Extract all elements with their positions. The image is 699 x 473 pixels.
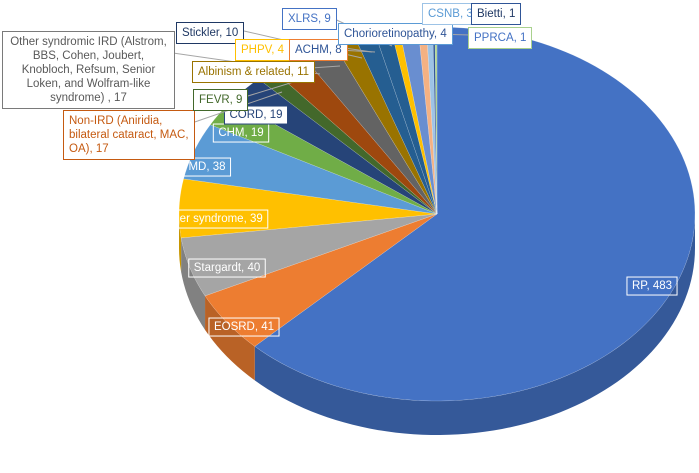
data-label-box-usher-syndrome: [153, 209, 269, 229]
pie-slice-stargardt: [180, 213, 438, 297]
label-albinism: Albinism & related, 11: [192, 61, 316, 83]
data-label-rp: RP, 483: [632, 280, 672, 292]
pie-slice-eosrd: [204, 213, 438, 347]
label-achm: ACHM, 8: [289, 39, 348, 61]
data-label-stargardt: Stargardt, 40: [194, 262, 260, 274]
label-xlrs: XLRS, 9: [282, 8, 337, 30]
data-label-chm: CHM, 19: [218, 127, 263, 139]
label-fevr: FEVR, 9: [193, 89, 249, 111]
data-label-usher-syndrome: Usher syndrome, 39: [159, 213, 263, 225]
data-label-cord: CORD, 19: [229, 109, 282, 121]
pie-slice-rp: [254, 26, 696, 402]
label-stickler: Stickler, 10: [176, 22, 245, 44]
label-bietti: Bietti, 1: [471, 3, 522, 25]
label-pprca: PPRCA, 1: [468, 27, 533, 49]
pie-side-eosrd: [205, 295, 255, 381]
label-chorioretinopathy: Chorioretinopathy, 4: [338, 23, 453, 45]
pie-side-stargardt: [181, 237, 206, 330]
data-label-md: MD, 38: [188, 161, 225, 173]
label-non-ird: Non-IRD (Aniridia, bilateral cataract, M…: [63, 110, 195, 160]
label-phpv: PHPV, 4: [235, 39, 291, 61]
pie-slice-usher-syndrome: [178, 178, 438, 239]
data-label-eosrd: EOSRD, 41: [214, 321, 274, 333]
data-label-box-md: [182, 157, 232, 177]
data-label-box-eosrd: [208, 317, 280, 337]
data-label-box-rp: [626, 276, 678, 296]
label-other-syndromic-ird: Other syndromic IRD (Alstrom, BBS, Cohen…: [2, 31, 175, 109]
pie-slices: [178, 26, 696, 402]
pie-side-rp: [254, 214, 695, 435]
data-label-box-stargardt: [188, 258, 266, 278]
pie-side-walls: [179, 214, 695, 435]
